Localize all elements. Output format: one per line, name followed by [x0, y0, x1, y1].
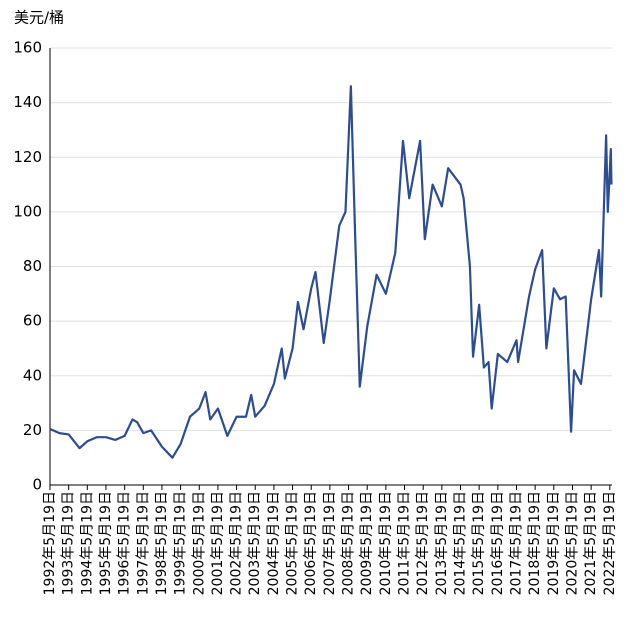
x-tick-label: 2012年5月19日 — [415, 491, 431, 595]
x-tick-label: 1998年5月19日 — [154, 491, 170, 595]
y-axis-label: 美元/桶 — [14, 9, 64, 27]
y-tick-label: 120 — [13, 148, 42, 166]
x-tick-label: 2018年5月19日 — [527, 491, 543, 595]
y-tick-label: 20 — [23, 421, 42, 439]
price-line — [49, 85, 613, 459]
x-tick-label: 1993年5月19日 — [61, 491, 77, 595]
x-tick-label: 2013年5月19日 — [434, 491, 450, 595]
y-tick-label: 100 — [13, 202, 42, 220]
x-tick-label: 2002年5月19日 — [229, 491, 245, 595]
x-tick-label: 1999年5月19日 — [173, 491, 189, 595]
x-tick-label: 2007年5月19日 — [322, 491, 338, 595]
x-tick-label: 2009年5月19日 — [359, 491, 375, 595]
x-tick-label: 2017年5月19日 — [509, 491, 525, 595]
x-tick-label: 2020年5月19日 — [565, 491, 581, 595]
y-tick-label: 140 — [13, 93, 42, 111]
x-tick-label: 2019年5月19日 — [546, 491, 562, 595]
x-tick-label: 1995年5月19日 — [98, 491, 114, 595]
x-tick-label: 2016年5月19日 — [490, 491, 506, 595]
x-tick-label: 2010年5月19日 — [378, 491, 394, 595]
x-tick-label: 2000年5月19日 — [191, 491, 207, 595]
x-tick-label: 2014年5月19日 — [453, 491, 469, 595]
y-tick-label: 0 — [32, 476, 42, 494]
x-tick-label: 2003年5月19日 — [247, 491, 263, 595]
y-tick-label: 80 — [23, 257, 42, 275]
x-tick-label: 2006年5月19日 — [303, 491, 319, 595]
x-tick-label: 2004年5月19日 — [266, 491, 282, 595]
x-tick-label: 2015年5月19日 — [471, 491, 487, 595]
x-tick-label: 2021年5月19日 — [583, 491, 599, 595]
x-tick-label: 1992年5月19日 — [42, 491, 58, 595]
x-tick-label: 2001年5月19日 — [210, 491, 226, 595]
x-tick-label: 2022年5月19日 — [602, 491, 618, 595]
x-tick-label: 1996年5月19日 — [117, 491, 133, 595]
x-tick-label: 2005年5月19日 — [285, 491, 301, 595]
x-tick-label: 1997年5月19日 — [135, 491, 151, 595]
y-tick-label: 160 — [13, 39, 42, 57]
x-tick-label: 1994年5月19日 — [79, 491, 95, 595]
x-tick-label: 2011年5月19日 — [397, 491, 413, 595]
y-tick-label: 40 — [23, 366, 42, 384]
y-tick-label: 60 — [23, 312, 42, 330]
x-tick-label: 2008年5月19日 — [341, 491, 357, 595]
